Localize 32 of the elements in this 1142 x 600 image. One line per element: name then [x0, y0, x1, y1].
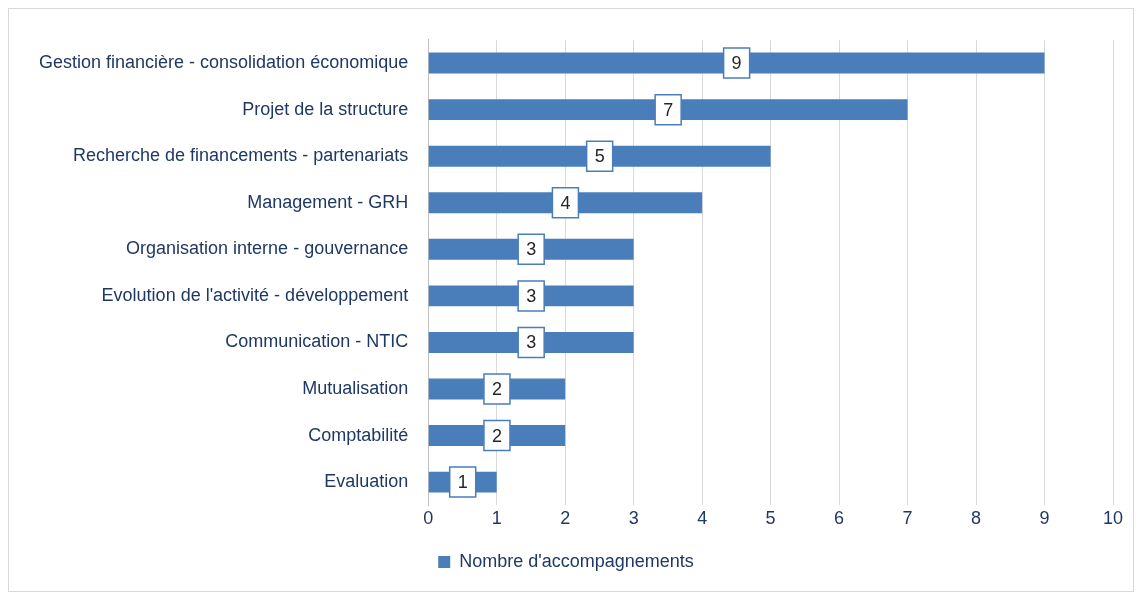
data-label: 5: [594, 146, 605, 167]
y-tick-label: Projet de la structure: [242, 98, 409, 119]
y-tick-label: Organisation interne - gouvernance: [126, 238, 409, 259]
legend-label: Nombre d'accompagnements: [459, 550, 694, 571]
x-tick-label: 10: [1102, 508, 1124, 529]
x-tick-label: 3: [628, 508, 639, 529]
data-label: 4: [560, 192, 571, 213]
x-tick-label: 9: [1039, 508, 1050, 529]
x-tick-label: 0: [423, 508, 434, 529]
y-tick-label: Gestion financière - consolidation économique: [38, 52, 409, 73]
data-label: 1: [457, 472, 468, 493]
y-tick-label: Evolution de l'activité - développement: [101, 284, 409, 305]
y-tick-label: Mutualisation: [302, 377, 409, 398]
data-label: 7: [663, 99, 674, 120]
y-tick-label: Communication - NTIC: [225, 331, 409, 352]
data-label: 2: [491, 425, 502, 446]
x-tick-label: 7: [902, 508, 913, 529]
x-tick-label: 8: [971, 508, 982, 529]
y-tick-label: Management - GRH: [247, 191, 409, 212]
x-tick-label: 5: [765, 508, 776, 529]
x-tick-label: 1: [491, 508, 502, 529]
data-label: 9: [731, 53, 742, 74]
y-tick-label: Recherche de financements - partenariats: [73, 145, 409, 166]
data-label: 3: [526, 285, 537, 306]
y-tick-label: Comptabilité: [308, 424, 409, 445]
data-label: 2: [491, 378, 502, 399]
data-label: 3: [526, 239, 537, 260]
x-tick-label: 4: [697, 508, 708, 529]
data-label: 3: [526, 332, 537, 353]
x-tick-label: 6: [834, 508, 845, 529]
y-tick-label: Evaluation: [324, 471, 409, 492]
x-tick-label: 2: [560, 508, 571, 529]
